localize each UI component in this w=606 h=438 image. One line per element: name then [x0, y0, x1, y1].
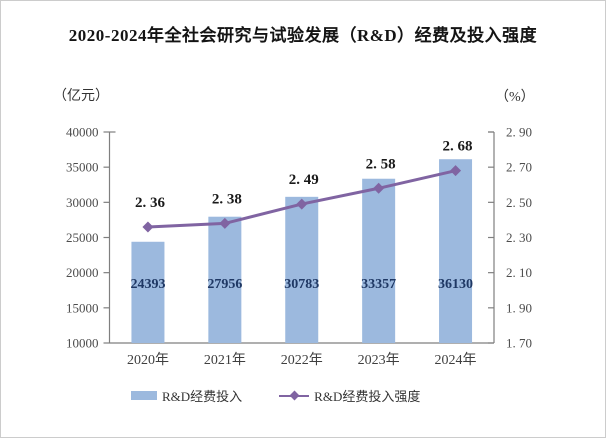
x-axis-category-label: 2020年: [127, 352, 169, 368]
diamond-marker-icon: [289, 390, 300, 401]
bar-value-label: 27956: [207, 277, 242, 292]
right-axis-tick-label: 2. 10: [506, 265, 532, 280]
x-axis-category-label: 2022年: [281, 352, 323, 368]
legend: R&D经费投入 R&D经费投入强度: [131, 386, 420, 405]
left-axis-tick-label: 30000: [66, 195, 99, 210]
right-axis-tick-label: 1. 90: [506, 300, 532, 315]
left-axis-tick-label: 40000: [66, 125, 99, 140]
line-diamond-marker: [142, 221, 154, 233]
line-series-swatch-icon: [279, 390, 310, 401]
right-axis-tick-label: 2. 70: [506, 160, 532, 175]
bar-value-label: 36130: [438, 277, 473, 292]
bar: [131, 241, 165, 343]
right-axis-tick-label: 2. 50: [506, 195, 532, 210]
right-axis-tick-label: 1. 70: [506, 336, 532, 351]
line-point-label: 2. 38: [212, 191, 242, 207]
x-axis-category-label: 2024年: [435, 352, 477, 368]
x-axis-category-label: 2023年: [358, 352, 400, 368]
bar-series-swatch-icon: [131, 391, 157, 400]
bar-value-label: 30783: [284, 277, 319, 292]
line-diamond-marker: [450, 165, 462, 177]
legend-item-line-series: R&D经费投入强度: [279, 386, 420, 405]
bar: [439, 159, 473, 343]
legend-label-bar-series: R&D经费投入: [162, 389, 243, 404]
bar-value-label: 24393: [130, 277, 165, 292]
chart-title: 2020-2024年全社会研究与试验发展（R&D）经费及投入强度: [68, 26, 538, 45]
left-axis-tick-label: 25000: [66, 230, 99, 245]
right-axis-unit-label: （%）: [495, 90, 535, 105]
left-axis-tick-label: 10000: [66, 336, 99, 351]
legend-item-bar-series: R&D经费投入: [131, 386, 242, 405]
line-diamond-marker: [296, 198, 308, 210]
right-axis-tick-label: 2. 90: [506, 125, 532, 140]
bar: [362, 178, 396, 343]
bar-value-label: 33357: [361, 277, 396, 292]
x-axis-category-label: 2021年: [204, 352, 246, 368]
line-diamond-marker: [219, 217, 231, 229]
left-axis-tick-label: 35000: [66, 160, 99, 175]
right-axis-tick-label: 2. 30: [506, 230, 532, 245]
line-point-label: 2. 49: [289, 172, 319, 188]
left-axis-tick-label: 20000: [66, 265, 99, 280]
bar: [285, 196, 319, 343]
line-diamond-marker: [373, 182, 385, 194]
left-axis-unit-label: （亿元）: [53, 89, 109, 104]
line-point-label: 2. 58: [366, 156, 396, 172]
line-point-label: 2. 36: [135, 195, 166, 211]
line-point-label: 2. 68: [443, 139, 473, 155]
left-axis-tick-label: 15000: [66, 300, 99, 315]
bar: [208, 216, 242, 343]
legend-label-line-series: R&D经费投入强度: [314, 389, 421, 404]
